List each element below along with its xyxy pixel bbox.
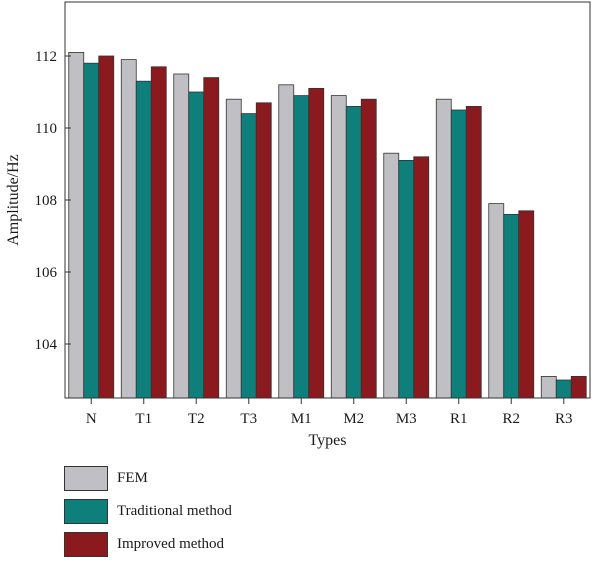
x-tick-label: M1 (291, 411, 312, 427)
x-tick-label: M3 (396, 411, 417, 427)
bar-R1-fem (435, 98, 452, 399)
y-tick-label: 110 (35, 121, 57, 137)
y-tick-label: 108 (35, 193, 58, 209)
x-tick-label: R2 (502, 411, 520, 427)
y-tick-label: 112 (35, 49, 57, 65)
legend-item-traditional: Traditional method (64, 498, 232, 525)
bar-N-improved-method (98, 55, 115, 399)
bar-R3-fem (540, 375, 557, 399)
bar-M2-improved-method (360, 98, 377, 399)
x-axis-title: Types (309, 432, 347, 449)
chart: 104 106 108 110 112 N T1 T2 T3 M1 M2 M3 R1 R2 R3 Type… (5, 1, 591, 557)
legend-swatch-improved (64, 532, 108, 557)
bar-M2-traditional-method (345, 106, 362, 399)
bar-T2-improved-method (203, 77, 220, 399)
bar-T3-improved-method (255, 102, 272, 399)
bar-R2-traditional-method (503, 213, 520, 399)
bar-T3-traditional-method (240, 113, 257, 399)
bar-N-traditional-method (83, 62, 100, 399)
x-tick-label: R1 (450, 411, 468, 427)
bar-M3-fem (383, 152, 400, 399)
legend-label-traditional: Traditional method (117, 503, 232, 519)
bar-T3-fem (225, 98, 242, 399)
legend-swatch-fem (64, 466, 108, 491)
bar-T1-improved-method (150, 66, 167, 399)
bar-M1-fem (278, 84, 295, 399)
bar-T1-fem (120, 59, 137, 399)
bar-R2-improved-method (518, 210, 535, 399)
y-tick-label: 104 (35, 337, 58, 353)
bar-R1-traditional-method (450, 109, 467, 399)
bars-layer (68, 52, 587, 399)
bar-M2-fem (330, 95, 347, 399)
x-axis: N T1 T2 T3 M1 M2 M3 R1 R2 R3 (86, 398, 573, 427)
y-tick-label: 106 (35, 265, 58, 281)
bar-M1-improved-method (308, 88, 325, 399)
bar-R1-improved-method (465, 106, 482, 399)
x-tick-label: T3 (240, 411, 257, 427)
chart-svg: 104 106 108 110 112 N T1 T2 T3 M1 M2 M3 R1 R2 R3 Type… (5, 1, 591, 449)
x-tick-label: T2 (188, 411, 205, 427)
bar-T1-traditional-method (135, 80, 152, 399)
x-tick-label: N (86, 411, 97, 427)
x-tick-label: R3 (555, 411, 573, 427)
y-axis-title: Amplitude/Hz (5, 154, 22, 246)
bar-T2-fem (173, 73, 190, 399)
legend-item-fem: FEM (64, 465, 232, 492)
legend-label-improved: Improved method (117, 536, 225, 552)
legend-item-improved: Improved method (64, 531, 232, 558)
bar-R3-traditional-method (555, 379, 572, 399)
x-tick-label: T1 (135, 411, 152, 427)
bar-M3-traditional-method (398, 159, 415, 399)
legend-swatch-traditional (64, 499, 108, 524)
x-tick-label: M2 (343, 411, 364, 427)
legend: FEM Traditional method Improved method (64, 465, 232, 564)
bar-M1-traditional-method (293, 95, 310, 399)
bar-R2-fem (488, 203, 505, 399)
bar-N-fem (68, 52, 85, 399)
bar-R3-improved-method (570, 375, 587, 399)
legend-label-fem: FEM (117, 470, 148, 486)
bar-M3-improved-method (413, 156, 430, 399)
y-axis: 104 106 108 110 112 (35, 49, 71, 353)
bar-T2-traditional-method (188, 91, 205, 399)
